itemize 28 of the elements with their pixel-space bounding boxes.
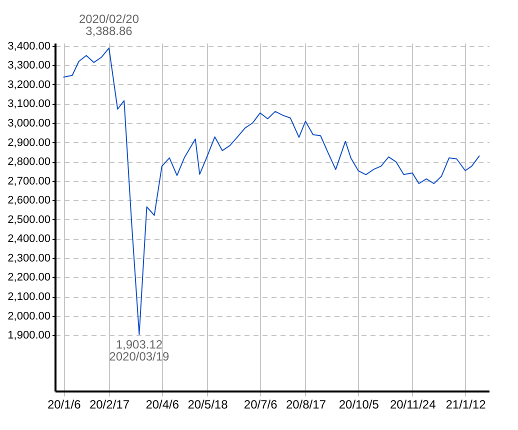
y-tick-label: 2,100.00: [8, 291, 50, 304]
line-series: [63, 48, 480, 335]
y-tick-label: 2,200.00: [8, 272, 50, 284]
y-tick-label: 2,500.00: [8, 214, 50, 226]
y-tick-label: 2,700.00: [8, 175, 50, 188]
x-tick-label: 20/10/5: [338, 398, 380, 412]
y-tick-label: 2,300.00: [8, 252, 50, 264]
y-tick-label: 2,000.00: [8, 310, 50, 322]
y-tick-label: 2,600.00: [8, 194, 50, 207]
x-tick-label: 20/4/6: [146, 398, 180, 412]
y-tick-label: 3,300.00: [8, 60, 50, 72]
x-tick-label: 20/2/17: [89, 398, 130, 412]
x-tick-label: 20/11/24: [390, 398, 436, 412]
x-tick-label: 20/5/18: [188, 398, 228, 412]
y-tick-label: 2,400.00: [8, 233, 50, 246]
y-tick-label: 3,000.00: [8, 118, 50, 130]
x-tick-label: 21/1/12: [446, 398, 486, 412]
x-tick-label: 20/1/6: [47, 398, 82, 412]
x-tick-label: 20/8/17: [286, 398, 326, 412]
y-tick-label: 3,200.00: [8, 78, 50, 91]
y-tick-label: 2,900.00: [8, 136, 50, 149]
y-tick-label: 2,800.00: [8, 156, 50, 168]
y-tick-label: 1,900.00: [8, 330, 50, 342]
y-tick-label: 3,400.00: [8, 40, 50, 52]
annotation: 2020/02/20 3,388.86: [78, 12, 140, 38]
annotation: 1,903.12 2020/03/19: [109, 337, 170, 364]
x-tick-label: 20/7/6: [244, 398, 278, 412]
y-tick-label: 3,100.00: [8, 98, 50, 110]
